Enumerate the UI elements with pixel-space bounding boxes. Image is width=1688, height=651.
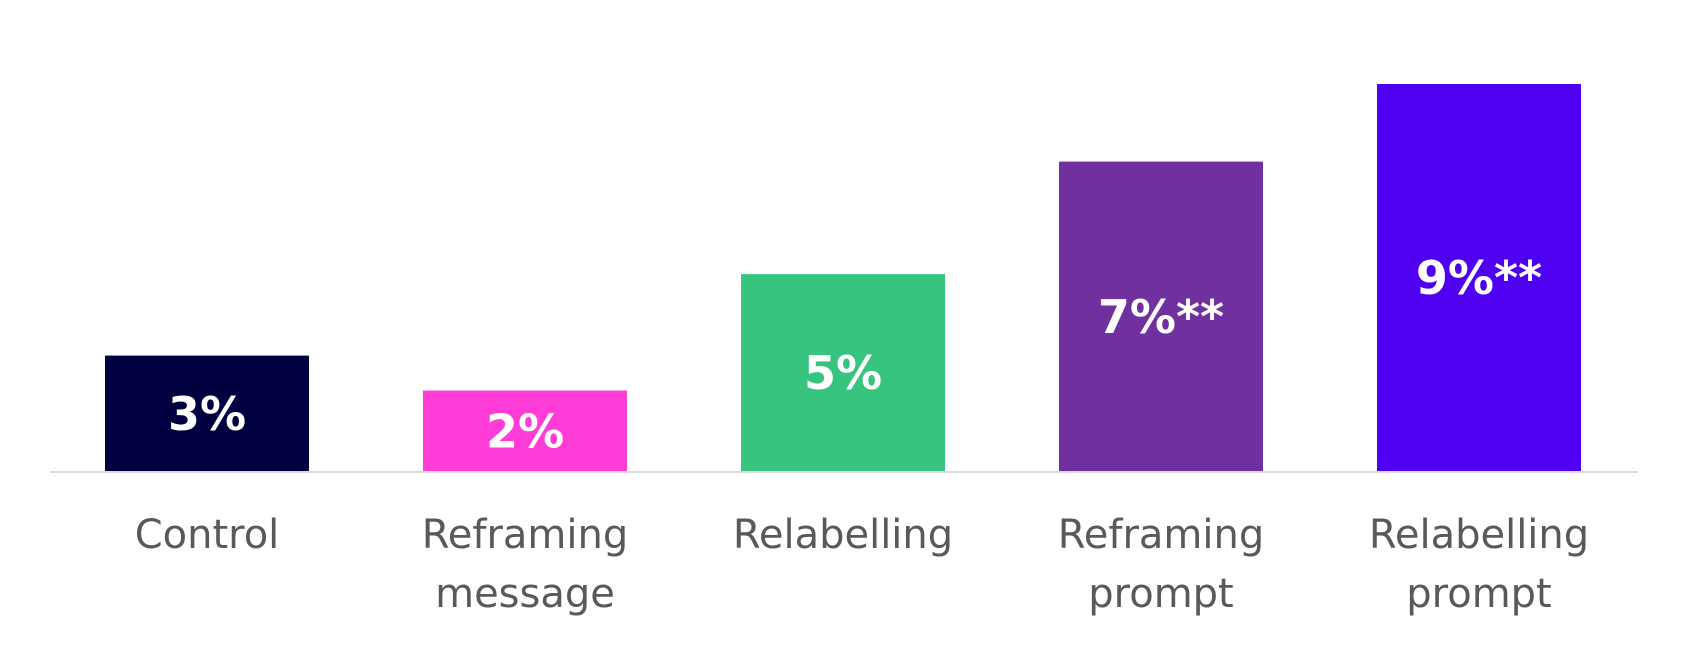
bar-value-label-2: 5% [804, 346, 882, 400]
data-labels-group: 3% 2% 5% 7%** 9%** [168, 251, 1542, 458]
bar-4 [1377, 84, 1581, 472]
bars-group [105, 84, 1581, 472]
category-label-4-line-0: Relabelling [1369, 512, 1589, 558]
category-label-3-line-1: prompt [1088, 571, 1233, 617]
bar-0 [105, 355, 309, 472]
bar-3 [1059, 161, 1263, 472]
category-label-1-line-1: message [435, 571, 615, 617]
bar-2 [741, 274, 945, 472]
category-label-1-line-0: Reframing [422, 512, 628, 558]
category-label-0-line-0: Control [135, 512, 280, 558]
category-label-2-line-0: Relabelling [733, 512, 953, 558]
bar-value-label-1: 2% [486, 404, 564, 458]
bar-value-label-3: 7%** [1098, 290, 1224, 344]
bar-1 [423, 390, 627, 472]
bar-value-label-4: 9%** [1416, 251, 1542, 305]
category-label-3-line-0: Reframing [1058, 512, 1264, 558]
bar-value-label-0: 3% [168, 387, 246, 441]
category-label-4-line-1: prompt [1406, 571, 1551, 617]
category-labels-group: Control Reframing message Relabelling Refram… [135, 512, 1589, 617]
